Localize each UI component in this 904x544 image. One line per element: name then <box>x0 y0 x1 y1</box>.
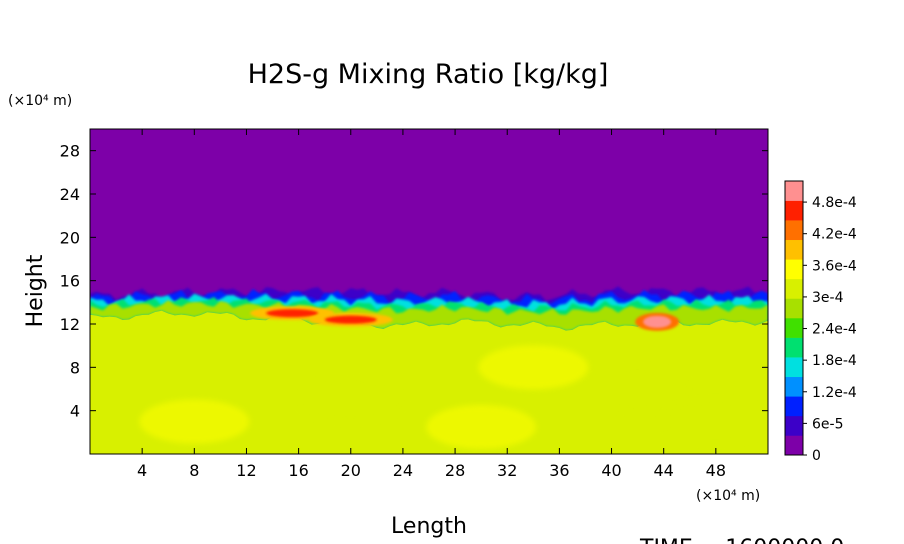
colorbar-segment <box>785 298 803 319</box>
colorbar-label: 4.2e-4 <box>812 227 857 243</box>
colorbar-segment <box>785 200 803 221</box>
colorbar-segment <box>785 435 803 456</box>
lower-region-swirl <box>478 345 589 390</box>
x-tick-label: 36 <box>549 461 569 480</box>
lower-region-swirl <box>295 377 406 422</box>
colorbar-frame <box>784 180 804 456</box>
colorbar-segment <box>785 278 803 299</box>
x-tick-label: 24 <box>393 461 413 480</box>
colorbar-label: 2.4e-4 <box>812 322 857 338</box>
colorbar-label: 4.8e-4 <box>812 195 857 211</box>
colorbar-segment <box>785 376 803 397</box>
lower-region-swirl <box>582 367 693 411</box>
lower-region <box>90 310 768 454</box>
colorbar-segment <box>785 337 803 358</box>
lower-region-swirl <box>660 399 768 444</box>
colorbar-label: 6e-5 <box>812 416 843 432</box>
colorbar-label: 3e-4 <box>812 290 844 306</box>
colorbar-segment <box>785 259 803 280</box>
colorbar-segment <box>785 318 803 338</box>
x-axis-unit: (×10⁴ m) <box>696 488 760 504</box>
chart-title: H2S-g Mixing Ratio [kg/kg] <box>248 59 609 90</box>
x-tick-label: 48 <box>706 461 726 480</box>
high-concentration-patch <box>643 315 672 328</box>
x-tick-label: 8 <box>189 461 199 480</box>
colorbar-segment <box>785 239 803 260</box>
high-concentration-patch <box>266 309 319 318</box>
colorbar-segment <box>785 357 803 378</box>
x-axis-title: Length <box>391 514 467 539</box>
y-tick-label: 8 <box>70 358 80 377</box>
colorbar-segment <box>785 396 803 417</box>
y-tick-label: 12 <box>60 315 80 334</box>
y-axis-unit: (×10⁴ m) <box>8 93 72 109</box>
colorbar-label: 0 <box>812 448 821 464</box>
y-tick-label: 24 <box>60 185 80 204</box>
colorbar <box>784 180 804 456</box>
colorbar-label: 1.2e-4 <box>812 385 857 401</box>
plot-frame <box>89 128 769 455</box>
x-tick-label: 32 <box>497 461 517 480</box>
y-tick-label: 16 <box>60 272 80 291</box>
y-axis-title: Height <box>23 254 48 327</box>
mixing-band-inner <box>90 300 768 331</box>
x-tick-label: 4 <box>137 461 147 480</box>
y-tick-label: 28 <box>60 142 80 161</box>
high-concentration-patch <box>324 315 377 324</box>
colorbar-labels: 0 6e-5 1.2e-4 1.8e-4 2.4e-4 3e-4 3.6e-4 4.2e-4 4… <box>803 195 857 464</box>
x-tick-label: 28 <box>445 461 465 480</box>
colorbar-segment <box>785 220 803 241</box>
x-axis-ticks: 4 8 12 16 20 24 28 32 36 40 44 48 <box>137 129 726 480</box>
x-tick-label: 44 <box>654 461 674 480</box>
colorbar-segment <box>785 415 803 436</box>
heatmap-plot-area <box>90 129 768 454</box>
y-tick-label: 4 <box>70 402 80 421</box>
y-axis-ticks: 4 8 12 16 20 24 28 <box>60 142 768 421</box>
time-label: TIME = 1600000.0 <box>639 536 844 544</box>
colorbar-label: 1.8e-4 <box>812 353 857 369</box>
lower-region-swirl <box>139 399 250 444</box>
y-tick-label: 20 <box>60 228 80 247</box>
x-tick-label: 40 <box>601 461 621 480</box>
lower-region-swirl <box>426 404 537 449</box>
colorbar-label: 3.6e-4 <box>812 258 857 274</box>
colorbar-segment <box>785 181 803 201</box>
x-tick-label: 20 <box>341 461 361 480</box>
x-tick-label: 16 <box>288 461 308 480</box>
x-tick-label: 12 <box>236 461 256 480</box>
